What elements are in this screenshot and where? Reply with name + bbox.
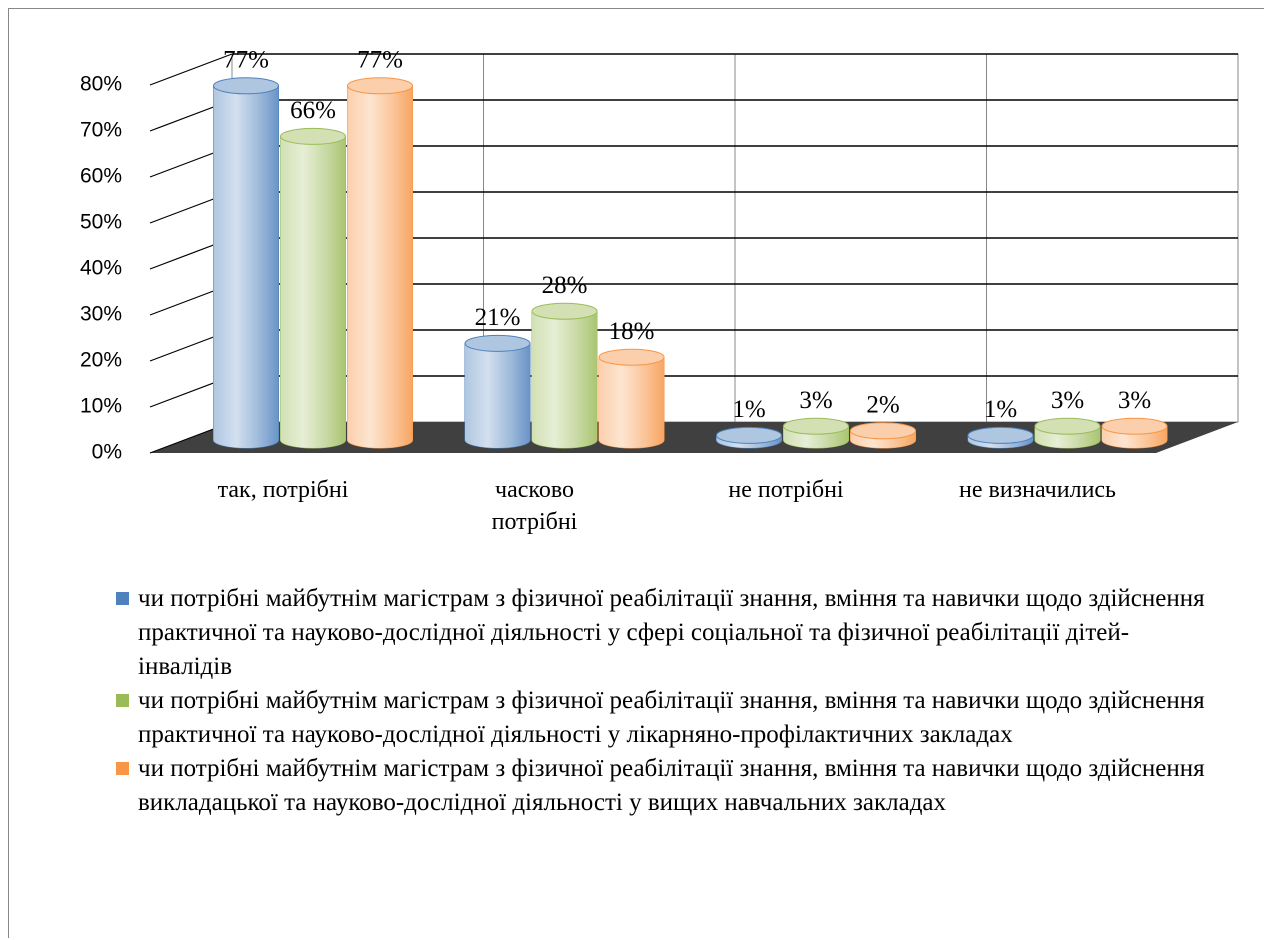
- legend-marker: [116, 694, 129, 707]
- value-label: 18%: [609, 318, 655, 345]
- y-tick-label: 60%: [80, 165, 122, 188]
- bar-top-shine: [850, 422, 916, 440]
- bar-top-shine: [464, 334, 531, 352]
- bar-top-shine: [1034, 417, 1101, 435]
- x-tick-label: не визначились: [958, 477, 1117, 503]
- value-label: 21%: [475, 304, 521, 331]
- floor: [150, 422, 1238, 453]
- legend-label: чи потрібні майбутнім магістрам з фізичн…: [138, 585, 1205, 680]
- cylinder: [967, 426, 1034, 449]
- cylinder: [464, 334, 531, 449]
- bar-top-shine: [347, 77, 413, 95]
- value-label: 28%: [542, 272, 588, 299]
- cylinder: [850, 422, 916, 449]
- value-label: 77%: [223, 47, 269, 74]
- y-tick-label: 40%: [80, 257, 122, 280]
- value-label: 1%: [984, 396, 1017, 423]
- legend: чи потрібні майбутнім магістрам з фізичн…: [116, 582, 1216, 820]
- value-label: 3%: [799, 387, 832, 414]
- bar-top-shine: [967, 426, 1034, 444]
- y-tick-label: 30%: [80, 303, 122, 326]
- legend-marker: [116, 592, 129, 605]
- legend-item: чи потрібні майбутнім магістрам з фізичн…: [116, 752, 1216, 820]
- value-label: 3%: [1051, 387, 1084, 414]
- bar-shine: [347, 85, 413, 449]
- legend-marker: [116, 762, 129, 775]
- legend-item: чи потрібні майбутнім магістрам з фізичн…: [116, 684, 1216, 752]
- bar-shine: [465, 343, 530, 448]
- side-grid-line: [149, 53, 233, 86]
- bar-shine: [280, 136, 346, 448]
- bar-top-shine: [598, 348, 665, 366]
- bar-shine: [213, 85, 279, 449]
- cylinder: [213, 77, 279, 449]
- cylinder: [783, 417, 849, 449]
- bar-top-shine: [716, 426, 782, 444]
- bar-top-shine: [1101, 417, 1168, 435]
- bar-shine: [599, 357, 664, 448]
- bar-shine: [532, 311, 597, 448]
- bar-top-shine: [213, 77, 279, 95]
- cylinder: [347, 77, 413, 449]
- y-tick-label: 20%: [80, 349, 122, 372]
- frame: [8, 8, 1264, 938]
- cylinder: [1034, 417, 1101, 449]
- cylinder: [716, 426, 782, 449]
- cylinder: [280, 127, 346, 449]
- y-tick-label: 10%: [80, 395, 122, 418]
- bar-top-shine: [531, 302, 598, 320]
- legend-label: чи потрібні майбутнім магістрам з фізичн…: [138, 687, 1205, 748]
- y-tick-label: 80%: [80, 73, 122, 96]
- bar-top-shine: [783, 417, 849, 435]
- value-label: 1%: [732, 396, 765, 423]
- bar-top-shine: [280, 127, 346, 145]
- value-label: 2%: [866, 392, 899, 419]
- x-tick-label: не потрібні: [728, 477, 844, 503]
- value-label: 3%: [1118, 387, 1151, 414]
- x-tick-label: так, потрібні: [217, 477, 349, 503]
- cylinder: [1101, 417, 1168, 449]
- value-label: 77%: [357, 47, 403, 74]
- legend-item: чи потрібні майбутнім магістрам з фізичн…: [116, 582, 1216, 684]
- cylinder: [598, 348, 665, 449]
- value-label: 66%: [290, 97, 336, 124]
- y-tick-label: 0%: [92, 441, 122, 464]
- legend-label: чи потрібні майбутнім магістрам з фізичн…: [138, 755, 1205, 816]
- x-tick-label: часково потрібні: [491, 477, 578, 535]
- cylinder: [531, 302, 598, 449]
- y-tick-label: 50%: [80, 211, 122, 234]
- y-tick-label: 70%: [80, 119, 122, 142]
